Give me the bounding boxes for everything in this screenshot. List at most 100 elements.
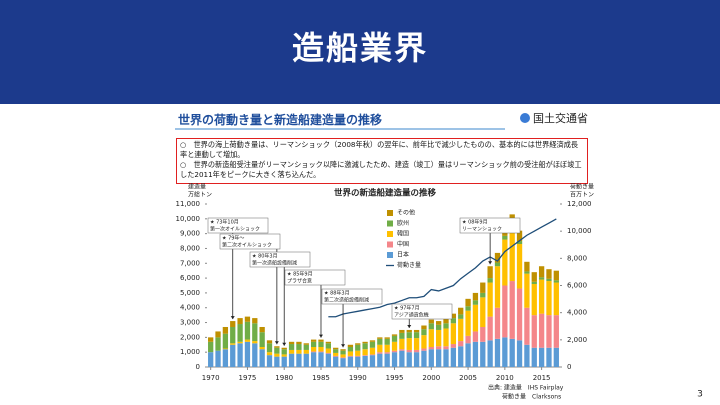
- bar-segment: [303, 349, 309, 354]
- bar-segment: [259, 346, 265, 350]
- bar-segment: [252, 323, 258, 342]
- bar-segment: [384, 344, 390, 353]
- bar-segment: [340, 350, 346, 355]
- bar-segment: [421, 350, 427, 367]
- bar-segment: [377, 344, 383, 353]
- legend-swatch: [387, 241, 393, 248]
- bar-segment: [443, 323, 449, 329]
- bar-segment: [428, 323, 434, 330]
- bar-segment: [413, 332, 420, 339]
- y-tick-label: 5,000: [180, 289, 200, 297]
- y2-tick-label: 6,000: [567, 282, 587, 290]
- bar-segment: [458, 307, 464, 315]
- bar-segment: [494, 338, 501, 367]
- bar-segment: [303, 343, 309, 345]
- annotation-arrowhead: [282, 342, 287, 346]
- bar-segment: [333, 352, 339, 356]
- bar-segment: [436, 324, 442, 330]
- bar-segment: [436, 329, 442, 347]
- bar-segment: [516, 241, 523, 245]
- bar-segment: [480, 297, 486, 327]
- bar-segment: [340, 349, 346, 351]
- bar-segment: [399, 338, 405, 350]
- y2-axis-label: 荷動き量: [570, 183, 594, 191]
- bar-segment: [384, 337, 390, 339]
- bar-segment: [443, 349, 449, 367]
- bar-segment: [340, 354, 346, 358]
- y-tick-label: 3,000: [180, 319, 200, 327]
- bar-segment: [355, 344, 361, 351]
- bar-segment: [413, 329, 420, 333]
- bar-segment: [391, 341, 398, 351]
- bar-segment: [487, 278, 493, 283]
- bar-segment: [244, 321, 251, 340]
- bar-segment: [531, 272, 537, 282]
- bar-segment: [310, 351, 317, 353]
- annotation-text: プラザ合意: [287, 278, 312, 285]
- bar-segment: [458, 346, 464, 367]
- bar-segment: [347, 355, 354, 357]
- bar-segment: [288, 353, 295, 367]
- bar-segment: [288, 349, 295, 354]
- y-tick-label: 6,000: [180, 274, 200, 282]
- annotation-box: [249, 251, 311, 268]
- bar-segment: [391, 335, 398, 342]
- bar-segment: [369, 347, 376, 355]
- y-tick-label: 8,000: [180, 244, 200, 252]
- bar-segment: [325, 353, 331, 367]
- y-tick-label: 2,000: [180, 333, 200, 341]
- bar-segment: [244, 316, 251, 322]
- bar-segment: [413, 349, 420, 353]
- y-tick-label: 11,000: [176, 200, 201, 208]
- bar-segment: [369, 341, 376, 348]
- y-tick-label: 9,000: [180, 230, 200, 238]
- bar-segment: [428, 329, 434, 347]
- bar-segment: [318, 346, 324, 352]
- bar-segment: [443, 346, 449, 350]
- x-tick-label: 1980: [275, 374, 293, 382]
- bar-segment: [288, 344, 295, 350]
- y-tick-label: 0: [196, 363, 200, 371]
- bar-segment: [208, 352, 214, 367]
- bar-segment: [355, 343, 361, 345]
- bar-segment: [355, 355, 361, 357]
- x-tick-label: 1985: [312, 374, 330, 382]
- y2-tick-label: 0: [567, 363, 571, 371]
- x-tick-label: 2015: [533, 374, 551, 382]
- bar-segment: [524, 273, 530, 308]
- bar-segment: [487, 316, 493, 341]
- y2-tick-label: 12,000: [567, 200, 592, 208]
- annotation-arrowhead: [230, 316, 235, 320]
- legend-label: 日本: [397, 251, 409, 259]
- bar-segment: [502, 285, 508, 338]
- annotation-arrowhead: [488, 261, 493, 265]
- bar-segment: [208, 341, 214, 353]
- bar-segment: [333, 347, 339, 350]
- bar-segment: [502, 337, 508, 367]
- bar-segment: [443, 318, 449, 324]
- bar-segment: [377, 352, 383, 354]
- y-tick-label: 4,000: [180, 304, 200, 312]
- bar-segment: [553, 270, 559, 281]
- bar-segment: [347, 351, 354, 356]
- slide-title: 造船業界: [0, 0, 720, 104]
- bar-segment: [377, 337, 383, 339]
- bar-segment: [516, 230, 523, 242]
- y-tick-label: 1,000: [180, 348, 200, 356]
- bar-segment: [421, 335, 427, 349]
- bar-segment: [538, 277, 545, 280]
- y-axis-label: 建造量: [188, 183, 206, 191]
- bar-segment: [465, 298, 471, 307]
- annotation-text: リーマンショック: [462, 227, 502, 233]
- bar-segment: [384, 352, 390, 354]
- bar-segment: [406, 338, 412, 350]
- x-tick-label: 1970: [202, 374, 220, 382]
- annotation-arrowhead: [274, 341, 279, 345]
- bar-segment: [546, 315, 552, 348]
- bar-segment: [391, 334, 398, 336]
- legend-swatch: [387, 231, 393, 237]
- bar-segment: [281, 349, 287, 355]
- source: 出典: 建造量 IHS Fairplay: [488, 384, 564, 392]
- bar-segment: [546, 278, 552, 282]
